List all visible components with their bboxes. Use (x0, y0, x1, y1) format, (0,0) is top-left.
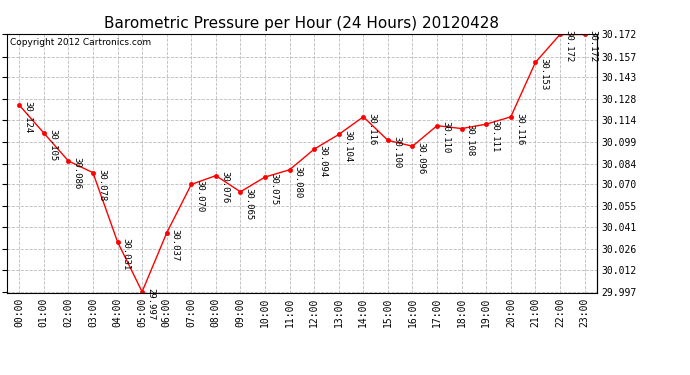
Text: 30.105: 30.105 (48, 129, 57, 161)
Text: 30.116: 30.116 (368, 112, 377, 145)
Text: 30.037: 30.037 (171, 229, 180, 261)
Text: Copyright 2012 Cartronics.com: Copyright 2012 Cartronics.com (10, 38, 151, 46)
Text: 30.094: 30.094 (318, 145, 327, 177)
Text: 30.104: 30.104 (343, 130, 352, 162)
Text: 29.997: 29.997 (146, 288, 155, 320)
Title: Barometric Pressure per Hour (24 Hours) 20120428: Barometric Pressure per Hour (24 Hours) … (104, 16, 500, 31)
Text: 30.076: 30.076 (220, 171, 229, 204)
Text: 30.031: 30.031 (121, 238, 130, 270)
Text: 30.080: 30.080 (294, 166, 303, 198)
Text: 30.096: 30.096 (417, 142, 426, 174)
Text: 30.110: 30.110 (441, 122, 451, 154)
Text: 30.075: 30.075 (269, 173, 278, 205)
Text: 30.065: 30.065 (244, 188, 254, 220)
Text: 30.086: 30.086 (72, 157, 81, 189)
Text: 30.124: 30.124 (23, 101, 32, 133)
Text: 30.153: 30.153 (540, 58, 549, 90)
Text: 30.100: 30.100 (392, 136, 401, 168)
Text: 30.108: 30.108 (466, 124, 475, 157)
Text: 30.070: 30.070 (195, 180, 204, 213)
Text: 30.172: 30.172 (589, 30, 598, 63)
Text: 30.172: 30.172 (564, 30, 573, 63)
Text: 30.078: 30.078 (97, 168, 106, 201)
Text: 30.111: 30.111 (491, 120, 500, 152)
Text: 30.116: 30.116 (515, 112, 524, 145)
